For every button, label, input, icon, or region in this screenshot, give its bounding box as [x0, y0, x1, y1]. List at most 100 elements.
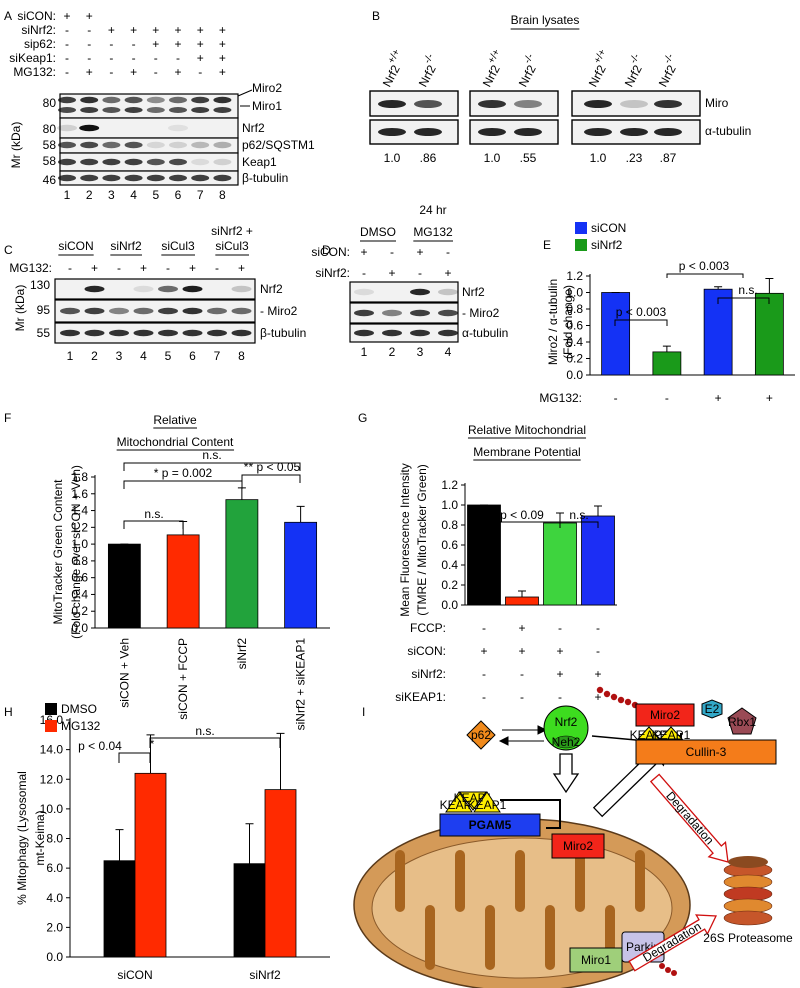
y-tick-label: 14.0 — [40, 743, 64, 757]
band — [410, 329, 430, 337]
annotation: n.s. — [738, 283, 757, 297]
pgam5-node — [439, 813, 541, 837]
band — [382, 309, 402, 317]
ubiquitin — [610, 693, 618, 701]
lane-number: 3 — [417, 345, 424, 359]
condition-label: siKEAP1: — [395, 690, 446, 704]
band — [133, 307, 154, 315]
keap1 — [636, 726, 662, 740]
neh2-node — [553, 735, 579, 749]
lane-header: Nrf2-/- — [511, 52, 543, 90]
y-tick-label: 2.0 — [46, 920, 63, 934]
band — [654, 128, 682, 136]
condition-sign: - — [176, 51, 180, 65]
band — [438, 309, 458, 317]
condition-sign: - — [482, 667, 486, 681]
condition-sign: - — [558, 621, 562, 635]
band — [58, 141, 76, 149]
lane-header: Nrf2+/+ — [375, 47, 410, 89]
annotation: p < 0.09 — [500, 508, 544, 522]
condition-sign: + — [594, 690, 601, 704]
miro2-node — [635, 703, 695, 727]
condition-sign: + — [140, 261, 147, 275]
panel-letter: E — [543, 238, 551, 252]
genotype: -/- — [422, 52, 436, 66]
legend-label: siNrf2 — [591, 238, 623, 252]
y-tick-label: 1.0 — [441, 498, 458, 512]
band — [102, 174, 121, 182]
axis-label: Mr (kDa) — [9, 122, 23, 169]
rule — [237, 89, 253, 97]
band — [84, 285, 105, 293]
miro1-node — [569, 947, 623, 973]
node-label: KEAP1 — [652, 728, 691, 742]
legend-label: siCON — [591, 221, 626, 235]
ratio: .23 — [626, 151, 643, 165]
chart-title: Mitochondrial Content — [117, 435, 234, 449]
bracket — [559, 521, 599, 528]
band — [80, 141, 99, 149]
genotype-gene: Nrf2 — [656, 62, 679, 89]
band — [58, 158, 76, 166]
y-tick-label: 0.6 — [441, 538, 458, 552]
panel-letter: I — [362, 705, 365, 719]
band-label: Nrf2 — [462, 285, 485, 299]
keap1 — [459, 791, 487, 811]
band — [158, 285, 178, 293]
lane-number: 7 — [197, 188, 204, 202]
band — [146, 107, 165, 113]
keap1 — [445, 791, 473, 813]
band — [102, 107, 121, 113]
band — [231, 307, 252, 315]
condition-label: MG132: — [9, 261, 52, 275]
condition-sign: + — [219, 37, 226, 51]
lane-number: 8 — [219, 188, 226, 202]
error-bar — [556, 512, 564, 523]
condition-sign: - — [132, 51, 136, 65]
error-bar — [296, 505, 305, 523]
node-label: E2 — [705, 702, 720, 716]
condition-sign: + — [197, 51, 204, 65]
condition-sign: + — [152, 23, 159, 37]
condition-sign: + — [518, 621, 525, 635]
bar — [754, 292, 784, 376]
band — [124, 107, 143, 113]
crista — [485, 905, 495, 970]
band — [213, 107, 232, 113]
x-tick-label: siCON — [117, 968, 152, 982]
mw-marker: 46 — [43, 173, 57, 187]
band — [654, 100, 682, 108]
ratio: .86 — [420, 151, 437, 165]
band — [478, 128, 506, 136]
band — [182, 285, 203, 293]
band — [133, 329, 154, 337]
bar — [467, 504, 501, 606]
band-label: Nrf2 — [242, 121, 265, 135]
band — [158, 329, 178, 337]
bar — [134, 772, 167, 958]
bar — [581, 515, 615, 606]
ubiquitin — [603, 690, 611, 698]
condition-sign: + — [197, 37, 204, 51]
ubiquitin — [671, 970, 677, 976]
arrowhead — [537, 725, 548, 735]
condition-sign: + — [219, 23, 226, 37]
axis-label: Mr (kDa) — [13, 285, 27, 332]
mw-marker: 58 — [43, 154, 57, 168]
condition-sign: - — [614, 391, 618, 405]
condition-sign: - — [596, 621, 600, 635]
nrf2-node — [543, 705, 589, 751]
band — [354, 288, 374, 296]
node-label: Cullin-3 — [686, 745, 727, 759]
crista — [575, 850, 585, 912]
y-axis-label: (Fold change) — [561, 285, 575, 359]
band — [169, 174, 187, 182]
lane-number: 3 — [108, 188, 115, 202]
lane-number: 6 — [175, 188, 182, 202]
condition-sign: + — [238, 261, 245, 275]
condition-label: siCON: — [311, 245, 350, 259]
bar — [652, 351, 682, 376]
y-tick-label: 12.0 — [40, 772, 64, 786]
band — [169, 96, 187, 104]
